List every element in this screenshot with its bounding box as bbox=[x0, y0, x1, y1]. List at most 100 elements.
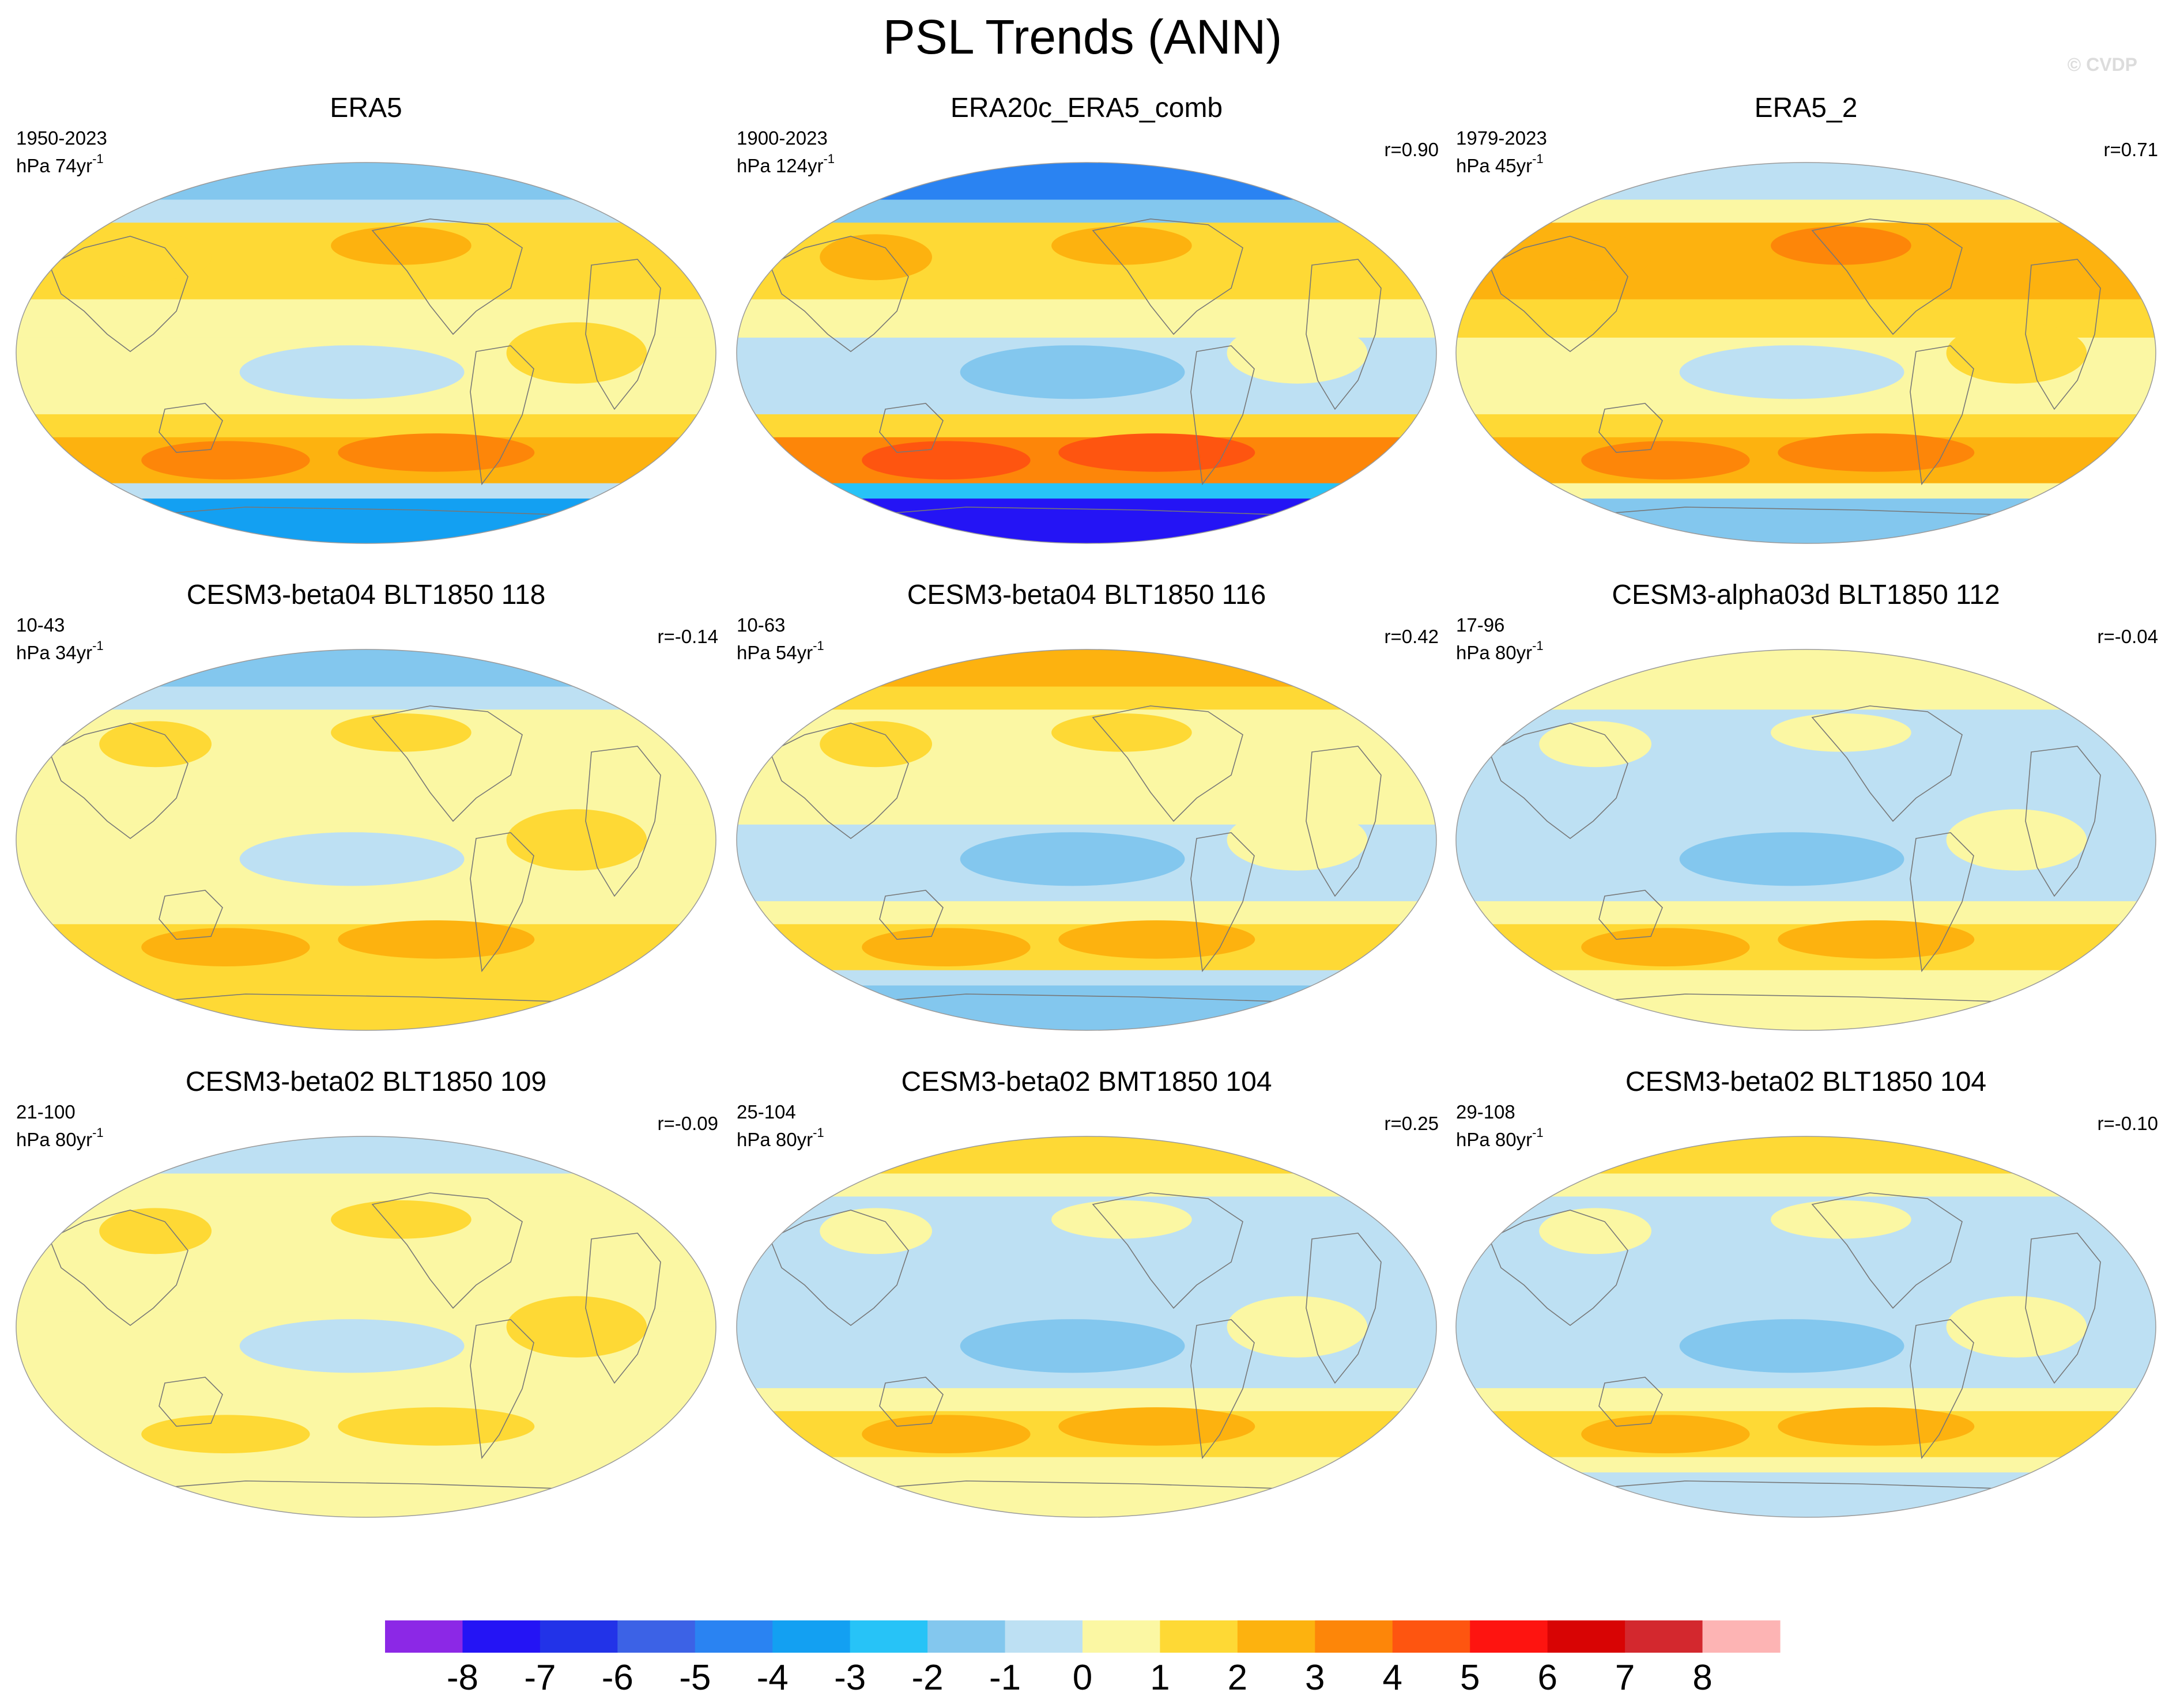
globe-outline bbox=[736, 649, 1437, 1031]
map-panel: CESM3-beta02 BMT1850 104 25-104 hPa 80yr-1… bbox=[726, 1066, 1447, 1527]
trend-anomaly bbox=[820, 1208, 932, 1254]
coastline bbox=[1910, 1319, 1974, 1460]
trend-band bbox=[16, 1388, 716, 1412]
panel-period: 25-104 bbox=[737, 1101, 796, 1123]
trend-anomaly bbox=[960, 832, 1185, 886]
panel-pattern-correlation: r=-0.09 bbox=[657, 1113, 718, 1134]
coastline bbox=[470, 1319, 534, 1460]
trend-anomaly bbox=[1581, 441, 1750, 479]
coastline bbox=[1598, 1377, 1663, 1427]
globe-outline bbox=[1455, 649, 2156, 1031]
trend-anomaly bbox=[1946, 1296, 2087, 1358]
colorbar bbox=[385, 1620, 1781, 1653]
trend-band bbox=[737, 199, 1436, 224]
coastline bbox=[1306, 1233, 1382, 1384]
panel-title: CESM3-alpha03d BLT1850 112 bbox=[1612, 580, 2000, 610]
colorbar-tick-label: 5 bbox=[1459, 1658, 1480, 1698]
trend-anomaly bbox=[141, 928, 310, 966]
colorbar-swatch bbox=[1315, 1620, 1393, 1653]
panel-pattern-correlation: r=0.42 bbox=[1384, 626, 1439, 647]
figure-title: PSL Trends (ANN) bbox=[882, 10, 1283, 64]
trend-anomaly bbox=[1679, 1319, 1904, 1373]
trend-anomaly bbox=[1771, 1200, 1911, 1239]
panel-units: hPa 45yr-1 bbox=[1456, 152, 1544, 176]
map-panel: CESM3-beta04 BLT1850 118 10-43 hPa 34yr-1 r… bbox=[6, 579, 726, 1040]
trend-anomaly bbox=[1778, 920, 1975, 959]
map bbox=[736, 162, 1437, 544]
colorbar-swatch bbox=[462, 1620, 541, 1653]
coastline bbox=[1092, 218, 1243, 335]
coastline bbox=[159, 1377, 223, 1427]
coastline bbox=[769, 236, 909, 352]
panel-title: CESM3-beta02 BLT1850 104 bbox=[1625, 1067, 1987, 1097]
coastline bbox=[1190, 345, 1255, 486]
trend-band bbox=[737, 1472, 1436, 1517]
coastline bbox=[159, 403, 223, 453]
coastline bbox=[48, 236, 188, 352]
globe-outline bbox=[736, 1136, 1437, 1518]
colorbar-tick-label: 2 bbox=[1227, 1658, 1248, 1698]
panel-title: CESM3-beta04 BLT1850 118 bbox=[186, 580, 546, 610]
trend-band bbox=[1456, 1136, 2156, 1174]
panel-title: ERA5_2 bbox=[1754, 93, 1858, 123]
panel-title: ERA20c_ERA5_comb bbox=[950, 93, 1223, 123]
colorbar-swatch bbox=[1625, 1620, 1703, 1653]
coastline bbox=[1811, 218, 1963, 335]
coastline bbox=[1488, 236, 1628, 352]
map bbox=[16, 1136, 716, 1518]
colorbar-tick-label: -2 bbox=[911, 1658, 944, 1698]
trend-band bbox=[16, 1457, 716, 1473]
coastline bbox=[1092, 1192, 1243, 1309]
trend-band bbox=[737, 970, 1436, 987]
coastline bbox=[1811, 705, 1963, 822]
coastline bbox=[1488, 723, 1628, 839]
trend-anomaly bbox=[239, 832, 465, 886]
trend-band bbox=[737, 1388, 1436, 1412]
map bbox=[1455, 649, 2156, 1031]
trend-anomaly bbox=[239, 1319, 465, 1373]
colorbar-swatch bbox=[850, 1620, 928, 1653]
trend-band bbox=[16, 649, 716, 687]
coastline bbox=[585, 259, 661, 410]
trend-anomaly bbox=[1058, 920, 1255, 959]
panel-units: hPa 80yr-1 bbox=[1456, 1125, 1544, 1150]
colorbar-swatch bbox=[1702, 1620, 1781, 1653]
trend-band bbox=[737, 1173, 1436, 1197]
colorbar-tick-label: 1 bbox=[1150, 1658, 1170, 1698]
colorbar-swatch bbox=[1005, 1620, 1083, 1653]
trend-anomaly bbox=[239, 345, 465, 399]
colorbar-tick-label: 0 bbox=[1072, 1658, 1093, 1698]
trend-band bbox=[1456, 199, 2156, 224]
trend-anomaly bbox=[141, 441, 310, 479]
colorbar-swatch bbox=[1237, 1620, 1315, 1653]
trend-anomaly bbox=[331, 1200, 472, 1239]
colorbar-tick-label: 4 bbox=[1382, 1658, 1403, 1698]
trend-anomaly bbox=[338, 920, 535, 959]
colorbar-swatch bbox=[1082, 1620, 1161, 1653]
coastline bbox=[1598, 890, 1663, 940]
coastline bbox=[1488, 1210, 1628, 1326]
trend-band bbox=[1456, 1457, 2156, 1473]
panel-period: 1900-2023 bbox=[737, 127, 828, 149]
colorbar-swatch bbox=[1547, 1620, 1625, 1653]
trend-band bbox=[16, 1136, 716, 1174]
colorbar-swatch bbox=[772, 1620, 851, 1653]
trend-anomaly bbox=[1946, 809, 2087, 871]
globe-outline bbox=[16, 1136, 716, 1518]
map-panel: CESM3-beta02 BLT1850 104 29-108 hPa 80yr-1… bbox=[1446, 1066, 2165, 1527]
trend-band bbox=[16, 199, 716, 224]
map bbox=[1455, 1136, 2156, 1518]
coastline bbox=[879, 890, 944, 940]
map bbox=[736, 1136, 1437, 1518]
trend-band bbox=[737, 163, 1436, 201]
trend-band bbox=[16, 414, 716, 438]
trend-band bbox=[737, 1136, 1436, 1174]
coastline bbox=[371, 1192, 523, 1309]
coastline bbox=[2025, 746, 2101, 897]
coastline bbox=[48, 1210, 188, 1326]
trend-band bbox=[737, 985, 1436, 1030]
coastline bbox=[2025, 259, 2101, 410]
coastline bbox=[879, 1377, 944, 1427]
trend-band bbox=[16, 901, 716, 925]
globe-outline bbox=[736, 162, 1437, 544]
